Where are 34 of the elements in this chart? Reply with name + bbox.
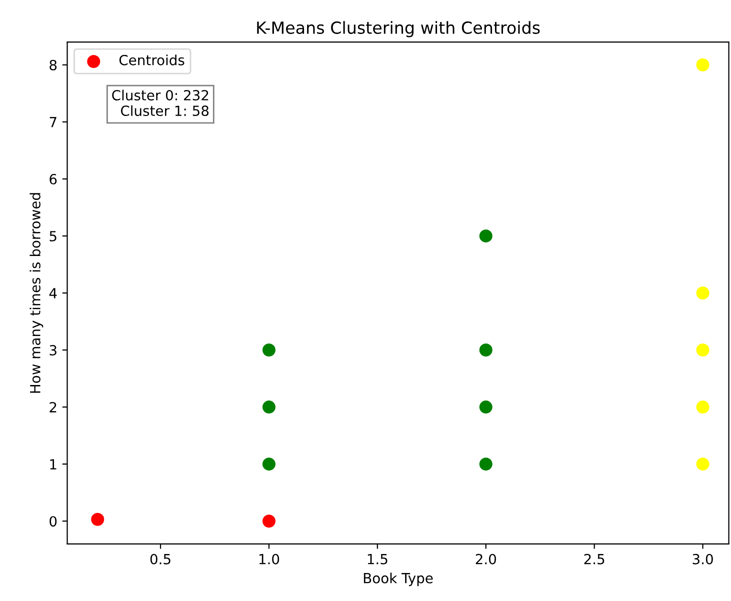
- point: [262, 458, 276, 471]
- y-tick-label: 6: [50, 174, 57, 184]
- point: [696, 400, 710, 414]
- point: [91, 512, 104, 526]
- point: [262, 514, 276, 528]
- legend-label: Centroids: [119, 54, 184, 66]
- y-tick-label: 4: [49, 288, 57, 298]
- point: [696, 344, 710, 357]
- y-tick-label: 2: [50, 402, 56, 412]
- y-tick-label: 3: [50, 344, 56, 356]
- point: [262, 400, 276, 414]
- x-axis-title: Book Type: [364, 572, 433, 586]
- point: [696, 458, 710, 471]
- chart-title: K-Means Clustering with Centroids: [257, 21, 540, 38]
- point: [479, 400, 492, 414]
- point: [479, 229, 492, 242]
- point: [479, 344, 492, 357]
- x-tick-label: 1.5: [368, 554, 388, 564]
- x-tick-label: 2.0: [476, 554, 496, 564]
- y-axis-title: How many times is borrowed: [30, 193, 44, 393]
- y-tick-label: 1: [50, 459, 56, 470]
- x-tick-label: 1.0: [259, 554, 280, 564]
- y-tick-label: 0: [50, 516, 57, 527]
- y-tick-label: 8: [50, 60, 57, 70]
- point: [696, 58, 710, 72]
- y-tick-label: 7: [50, 117, 56, 128]
- y-tick-label: 5: [50, 231, 56, 242]
- annotation: Cluster 0: 232 Cluster 1: 58: [112, 90, 209, 116]
- x-tick-label: 0.5: [150, 554, 170, 564]
- point: [479, 458, 492, 471]
- x-tick-label: 3.0: [692, 554, 713, 564]
- point: [696, 286, 710, 300]
- x-tick-label: 2.5: [584, 554, 604, 564]
- point: [262, 344, 276, 357]
